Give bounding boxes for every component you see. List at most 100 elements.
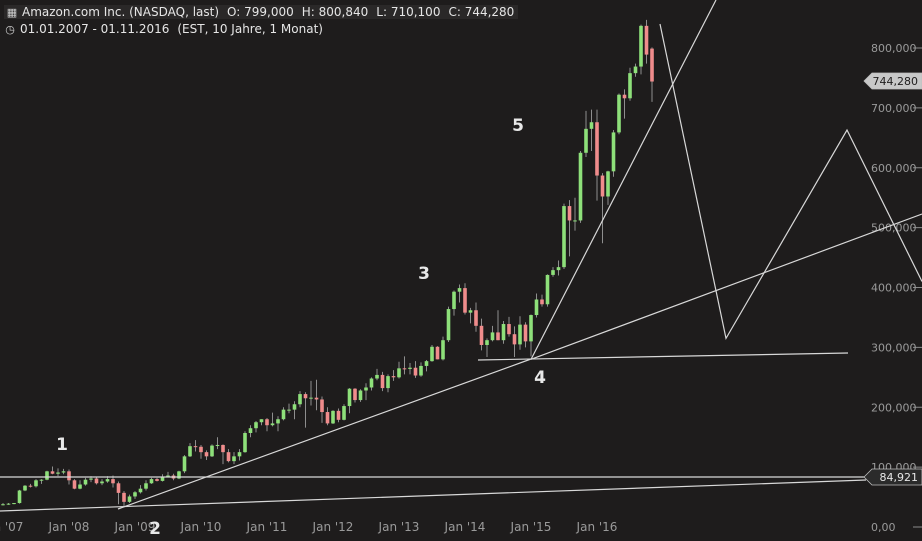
clock-icon: ◷ [5, 23, 15, 36]
x-tick-label: Jan '07 [0, 520, 23, 534]
candle-up [127, 496, 132, 502]
candle-up [545, 274, 550, 305]
candle-up [534, 299, 539, 316]
y-tick-label: 400,000 [871, 282, 917, 295]
candle-up [1, 504, 5, 506]
candle-up [12, 503, 16, 505]
candle-up [100, 481, 104, 484]
y-tick-label: 200,000 [871, 401, 917, 414]
candle-down [325, 412, 330, 424]
candle-down [402, 368, 407, 370]
instrument-title: Amazon.com Inc. (NASDAQ, last) [22, 5, 220, 19]
candle-up [628, 73, 632, 99]
candle-up [270, 423, 275, 426]
wave-label-4: 4 [534, 368, 546, 388]
candle-up [364, 387, 368, 391]
y-tick-label: 500,000 [871, 222, 917, 235]
candle-up [441, 340, 445, 360]
candle-up [259, 419, 264, 423]
x-tick-label: Jan '09 [114, 520, 156, 534]
range-header: ◷ 01.01.2007 - 01.11.2016 (EST, 10 Jahre, … [4, 21, 323, 37]
candle-up [589, 122, 594, 129]
low-value: L: 710,100 [376, 5, 441, 19]
candle-down [380, 374, 385, 389]
candle-up [160, 476, 165, 481]
x-tick-label: Jan '16 [576, 520, 618, 534]
candle-down [28, 485, 33, 487]
candle-up [243, 432, 247, 453]
candle-up [386, 376, 390, 389]
x-tick-label: Jan '15 [510, 520, 552, 534]
candle-up [182, 456, 187, 472]
candle-down [507, 324, 511, 335]
candle-down [644, 25, 649, 55]
open-value: O: 799,000 [227, 5, 294, 19]
candle-up [375, 374, 379, 379]
x-tick-label: Jan '12 [312, 520, 354, 534]
price-tag-box [863, 72, 922, 90]
candle-down [650, 48, 654, 82]
candle-up [215, 444, 220, 446]
y-tick-label: 300,000 [871, 341, 917, 354]
candle-up [639, 25, 643, 67]
close-value: C: 744,280 [448, 5, 515, 19]
candle-up [292, 404, 297, 410]
candle-up [529, 315, 533, 342]
candle-up [39, 479, 44, 481]
price-tag-label: 744,280 [873, 75, 919, 88]
candle-up [133, 492, 137, 497]
wave-label-1: 1 [56, 435, 68, 455]
candle-down [463, 288, 467, 313]
wave-label-2: 2 [149, 519, 161, 539]
candle-up [556, 267, 561, 271]
candle-down [512, 334, 517, 345]
candle-up [188, 446, 192, 457]
candle-down [320, 399, 324, 413]
candle-up [17, 490, 22, 504]
candle-down [122, 492, 126, 502]
candle-down [199, 446, 203, 453]
candle-down [116, 483, 121, 493]
candle-up [105, 479, 110, 482]
candle-up [78, 484, 82, 489]
candle-up [457, 288, 462, 292]
x-tick-label: Jan '11 [246, 520, 288, 534]
candle-up [419, 365, 423, 376]
price-tag-box [863, 468, 922, 486]
x-tick-label: Jan '13 [378, 520, 420, 534]
candle-up [166, 475, 170, 477]
candle-down [336, 410, 341, 420]
wave-label-5: 5 [512, 116, 524, 136]
candle-up [562, 206, 566, 268]
candle-down [474, 310, 478, 326]
y-tick-label: 0,00 [871, 521, 896, 534]
trendline-level-4 [477, 352, 849, 361]
candlestick-icon: ▦ [6, 6, 18, 19]
candle-down [567, 206, 572, 221]
candle-up [501, 324, 506, 341]
y-tick-label: 600,000 [871, 162, 917, 175]
candle-down [303, 394, 308, 399]
candle-down [94, 478, 99, 484]
candle-up [578, 152, 583, 221]
candle-up [490, 332, 495, 341]
trendline-projection [659, 23, 922, 341]
candle-down [479, 325, 484, 345]
candle-up [358, 390, 363, 401]
candle-up [237, 452, 242, 457]
candle-up [276, 419, 280, 424]
candle-up [331, 410, 335, 424]
trendline-support-4-5 [530, 0, 717, 360]
candle-up [138, 488, 143, 493]
candle-down [523, 324, 528, 342]
candle-down [72, 480, 77, 489]
candle-up [309, 397, 313, 399]
candle-down [50, 471, 55, 474]
candle-up [369, 378, 374, 388]
candle-up [397, 368, 401, 378]
candle-down [622, 94, 627, 99]
candle-up [452, 291, 456, 310]
candle-up [232, 456, 236, 462]
candle-up [485, 340, 489, 345]
